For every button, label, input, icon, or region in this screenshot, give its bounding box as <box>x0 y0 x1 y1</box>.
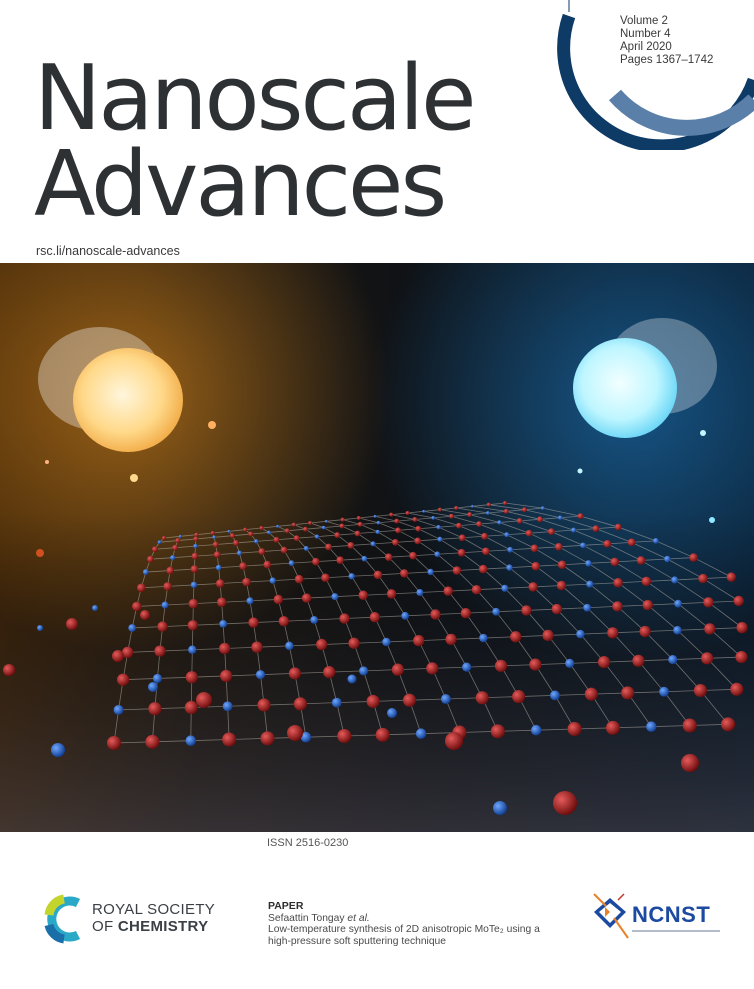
rsc-wordmark: ROYAL SOCIETY OF CHEMISTRY <box>92 901 215 935</box>
issue-info: Volume 2 Number 4 April 2020 Pages 1367–… <box>620 15 713 67</box>
issn: ISSN 2516-0230 <box>267 837 349 849</box>
issue-date: April 2020 <box>620 41 672 53</box>
issue-arc-graphic <box>557 0 754 150</box>
paper-title-line1: Low-temperature synthesis of 2D anisotro… <box>268 924 540 935</box>
paper-author-name: Sefaattin Tongay <box>268 912 348 924</box>
journal-title-line2: Advances <box>34 132 447 237</box>
cover-image <box>0 263 754 832</box>
issue-pages: Pages 1367–1742 <box>620 54 714 66</box>
journal-url[interactable]: rsc.li/nanoscale-advances <box>36 244 180 258</box>
paper-title-line2: high-pressure soft sputtering technique <box>268 935 447 947</box>
issue-number: Number 4 <box>620 28 671 40</box>
paper-authors: Sefaattin Tongay et al. <box>268 913 573 925</box>
paper-author-etal: et al. <box>347 912 370 924</box>
rsc-logo-icon <box>44 894 81 944</box>
ncnst-underline <box>632 930 720 932</box>
journal-title-line1: Nanoscale <box>34 46 476 151</box>
featured-paper: PAPER Sefaattin Tongay et al. Low-temper… <box>268 900 573 947</box>
paper-label: PAPER <box>268 900 304 912</box>
rsc-line1: ROYAL SOCIETY <box>92 901 216 918</box>
rsc-line2: OF CHEMISTRY <box>92 918 215 935</box>
rsc-line2-prefix: OF <box>92 918 118 935</box>
ncnst-wordmark: NCNST <box>632 902 711 927</box>
ncnst-logo-icon <box>593 893 629 939</box>
issue-volume: Volume 2 <box>620 15 668 27</box>
rsc-line2-bold: CHEMISTRY <box>117 918 209 935</box>
